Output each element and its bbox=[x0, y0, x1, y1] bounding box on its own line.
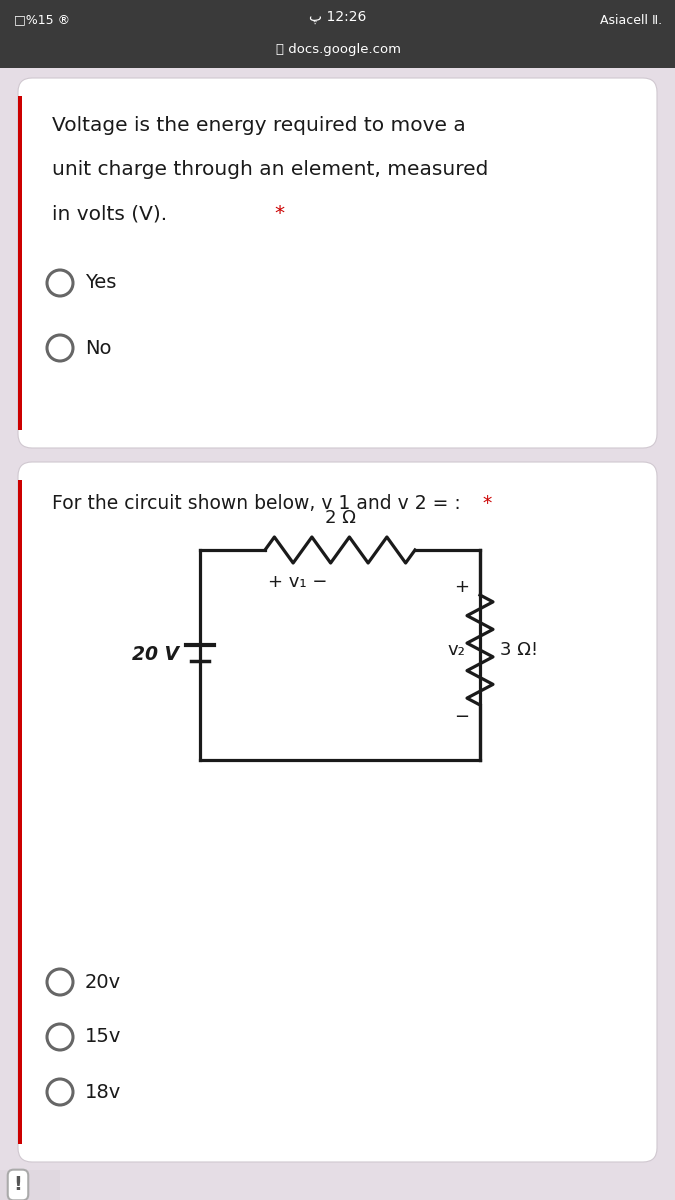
Text: *: * bbox=[482, 494, 491, 514]
FancyBboxPatch shape bbox=[18, 480, 22, 1144]
FancyBboxPatch shape bbox=[18, 96, 22, 430]
Text: 18v: 18v bbox=[85, 1082, 122, 1102]
Text: unit charge through an element, measured: unit charge through an element, measured bbox=[52, 160, 489, 179]
Text: 20 V: 20 V bbox=[132, 646, 179, 665]
Text: 3 Ω!: 3 Ω! bbox=[500, 641, 538, 659]
FancyBboxPatch shape bbox=[18, 78, 657, 448]
Text: □%15 ®: □%15 ® bbox=[14, 13, 70, 26]
Text: + v₁ −: + v₁ − bbox=[268, 572, 327, 590]
Text: *: * bbox=[274, 204, 284, 223]
Text: +: + bbox=[454, 578, 470, 596]
FancyBboxPatch shape bbox=[0, 1170, 60, 1200]
Text: Voltage is the energy required to move a: Voltage is the energy required to move a bbox=[52, 116, 466, 134]
Text: 20v: 20v bbox=[85, 972, 121, 991]
Text: 🔒 docs.google.com: 🔒 docs.google.com bbox=[275, 43, 400, 56]
Text: Yes: Yes bbox=[85, 274, 116, 293]
Text: 2 Ω: 2 Ω bbox=[325, 509, 356, 527]
Text: No: No bbox=[85, 338, 111, 358]
Text: For the circuit shown below, v 1 and v 2 = :: For the circuit shown below, v 1 and v 2… bbox=[52, 494, 466, 514]
Text: in volts (V).: in volts (V). bbox=[52, 204, 173, 223]
FancyBboxPatch shape bbox=[18, 462, 657, 1162]
Text: 15v: 15v bbox=[85, 1027, 122, 1046]
FancyBboxPatch shape bbox=[0, 0, 675, 68]
Text: v₂: v₂ bbox=[447, 641, 465, 659]
Text: −: − bbox=[454, 708, 470, 726]
Text: !: ! bbox=[14, 1176, 22, 1194]
Text: پ 12:26: پ 12:26 bbox=[309, 10, 367, 24]
Text: Asiacell Ⅱ.: Asiacell Ⅱ. bbox=[600, 13, 662, 26]
